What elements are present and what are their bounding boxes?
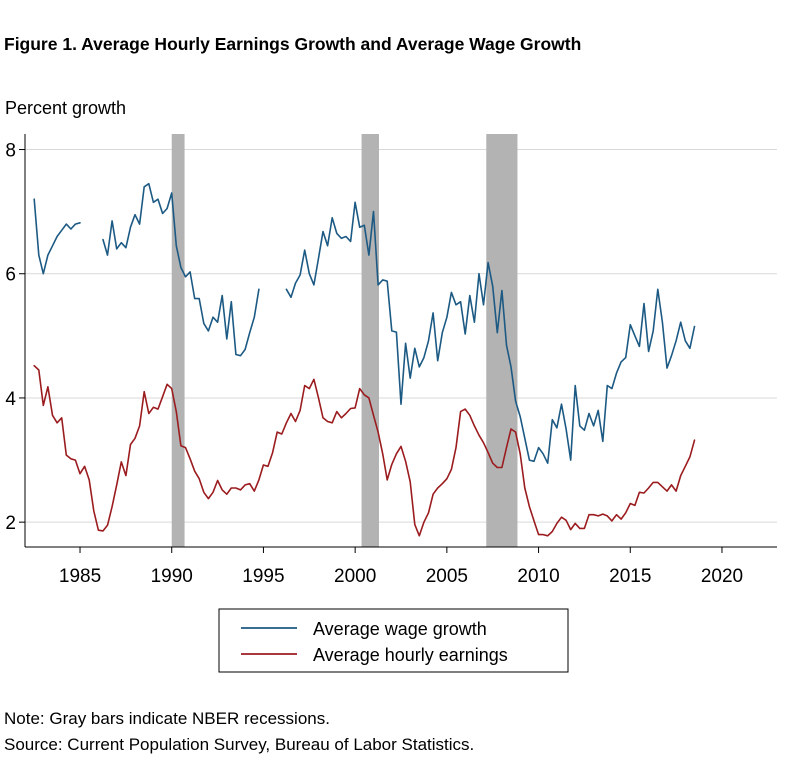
y-tick-label-6: 6 [5,265,16,286]
y-axis-label: Percent growth [5,98,127,118]
source-text: Source: Current Population Survey, Burea… [4,735,475,754]
x-tick-label-2015: 2015 [609,566,651,587]
x-tick-label-2000: 2000 [334,566,376,587]
recession-bar-3 [486,134,518,547]
x-tick-label-2010: 2010 [517,566,559,587]
chart-title: Figure 1. Average Hourly Earnings Growth… [4,34,582,54]
y-tick-label-2: 2 [5,513,16,534]
recession-bar-1 [171,134,185,547]
y-tick-label-8: 8 [5,141,16,162]
x-tick-label-2020: 2020 [701,566,743,587]
x-tick-label-2005: 2005 [426,566,468,587]
legend-label-2: Average hourly earnings [313,645,508,665]
x-tick-label-1985: 1985 [59,566,101,587]
y-tick-label-4: 4 [5,389,16,410]
series-line-average-wage-growth-1 [33,198,81,275]
legend-label-1: Average wage growth [313,619,487,639]
recession-bar-2 [361,134,379,547]
note-text: Note: Gray bars indicate NBER recessions… [4,709,330,728]
legend-box [218,608,569,673]
x-tick-label-1995: 1995 [242,566,284,587]
series-line-average-wage-growth-3 [285,201,696,465]
x-tick-label-1990: 1990 [151,566,193,587]
series-line-average-wage-growth-2 [102,182,260,357]
legend: Average wage growth Average hourly earnin… [218,608,569,673]
series-line-average-hourly-earnings-1 [33,364,696,537]
